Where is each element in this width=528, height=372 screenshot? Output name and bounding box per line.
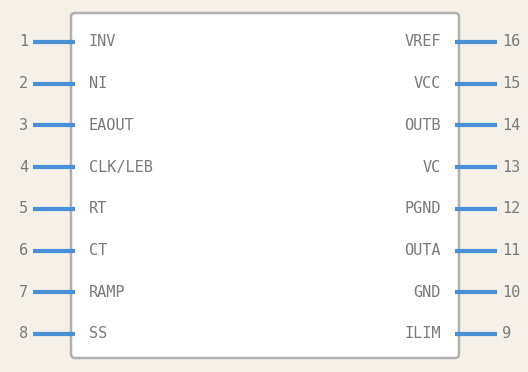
Text: 2: 2 — [19, 76, 28, 91]
Text: GND: GND — [413, 285, 441, 300]
Text: CLK/LEB: CLK/LEB — [89, 160, 153, 174]
Text: 1: 1 — [19, 35, 28, 49]
Text: PGND: PGND — [404, 201, 441, 217]
Text: INV: INV — [89, 35, 116, 49]
Text: 3: 3 — [19, 118, 28, 133]
Text: CT: CT — [89, 243, 107, 258]
Text: 12: 12 — [502, 201, 520, 217]
Text: NI: NI — [89, 76, 107, 91]
Text: 16: 16 — [502, 35, 520, 49]
Text: VREF: VREF — [404, 35, 441, 49]
Text: VCC: VCC — [413, 76, 441, 91]
Text: 4: 4 — [19, 160, 28, 174]
Text: OUTA: OUTA — [404, 243, 441, 258]
Text: 14: 14 — [502, 118, 520, 133]
Text: EAOUT: EAOUT — [89, 118, 135, 133]
Text: 5: 5 — [19, 201, 28, 217]
Text: 15: 15 — [502, 76, 520, 91]
Text: 9: 9 — [502, 327, 511, 341]
Text: RAMP: RAMP — [89, 285, 126, 300]
Text: 6: 6 — [19, 243, 28, 258]
Text: RT: RT — [89, 201, 107, 217]
Text: SS: SS — [89, 327, 107, 341]
Text: 11: 11 — [502, 243, 520, 258]
Text: 7: 7 — [19, 285, 28, 300]
Text: VC: VC — [423, 160, 441, 174]
Text: 10: 10 — [502, 285, 520, 300]
Text: OUTB: OUTB — [404, 118, 441, 133]
Text: ILIM: ILIM — [404, 327, 441, 341]
FancyBboxPatch shape — [71, 13, 459, 358]
Text: 8: 8 — [19, 327, 28, 341]
Text: 13: 13 — [502, 160, 520, 174]
